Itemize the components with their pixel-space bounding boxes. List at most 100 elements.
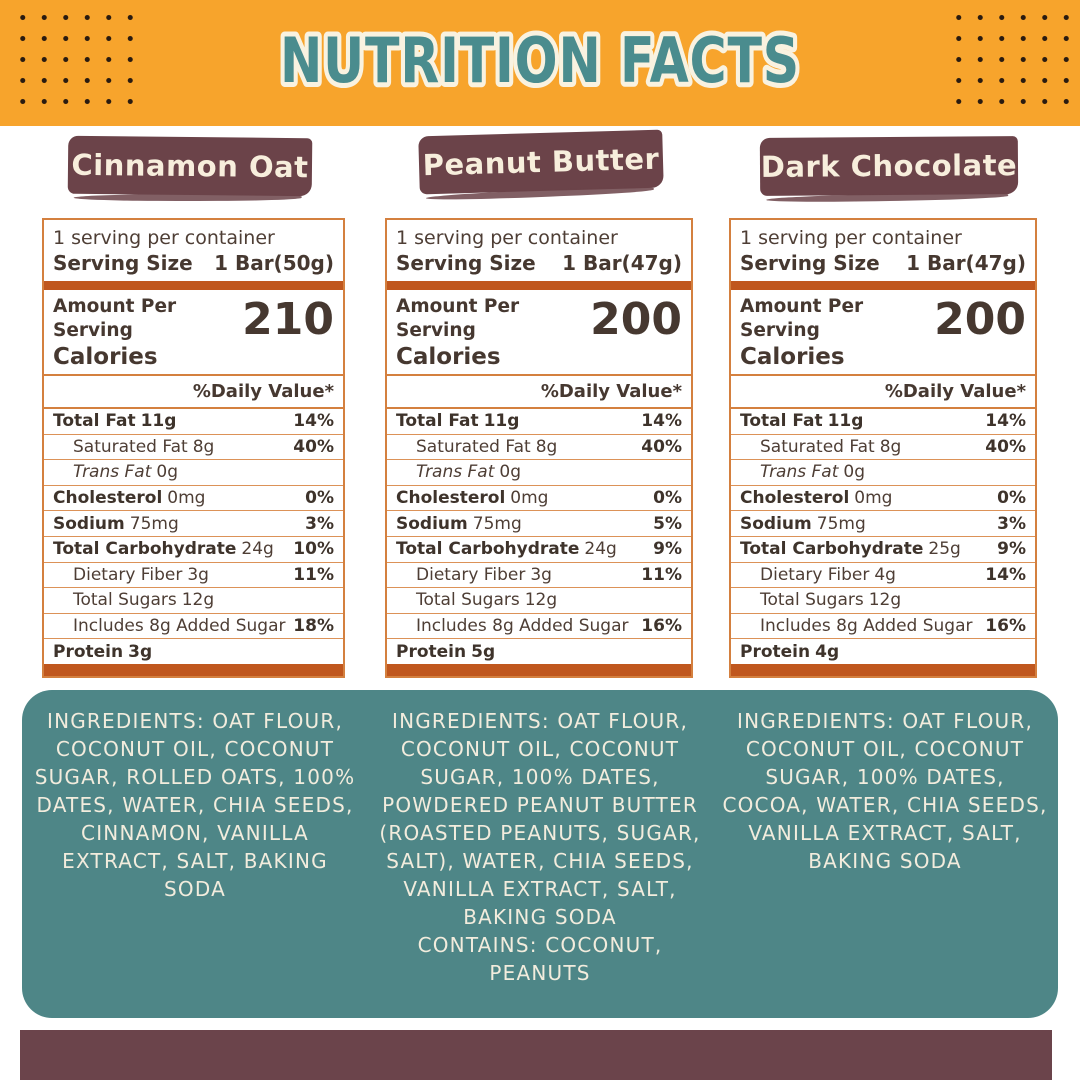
nutrition-row-protein: Protein 3g (53, 641, 153, 662)
header-banner: NUTRITION FACTS (0, 0, 1080, 126)
serving-size-row: Serving Size 1 Bar(47g) (740, 250, 1026, 276)
nutrition-row-saturated-fat: Saturated Fat 8g 40% (731, 435, 1035, 461)
nutrition-label-peanut-butter: 1 serving per container Serving Size 1 B… (385, 218, 693, 678)
ingredients-cinnamon-oat: INGREDIENTS: OAT FLOUR, COCONUT OIL, COC… (30, 707, 360, 903)
calories-label: Calories (53, 344, 158, 370)
flavor-badge-label: Cinnamon Oat (71, 147, 309, 185)
nutrition-row-total-carbohydrate: Total Carbohydrate 24g 9% (387, 537, 691, 563)
nutrition-row-total-fat: Total Fat 11g 14% (44, 409, 343, 435)
nutrition-row-dietary-fiber: Dietary Fiber 4g 14% (731, 563, 1035, 589)
serving-size-label: Serving Size (740, 251, 880, 275)
amount-per-serving-label: Amount Per Serving (396, 296, 520, 341)
nutrition-row-total-fat: Total Fat 11g 14% (387, 409, 691, 435)
serving-info: 1 serving per container Serving Size 1 B… (731, 220, 1035, 281)
serving-size-row: Serving Size 1 Bar(47g) (396, 250, 682, 276)
amount-per-serving-label: Amount Per Serving (53, 296, 177, 341)
contains-note: CONTAINS: COCONUT, PEANUTS (417, 933, 663, 985)
daily-value: 14% (293, 411, 334, 432)
nutrition-label-cinnamon-oat: 1 serving per container Serving Size 1 B… (42, 218, 345, 678)
serving-size-label: Serving Size (396, 251, 536, 275)
daily-value: 14% (641, 411, 682, 432)
nutrition-row-total-sugars: Total Sugars 12g (44, 588, 343, 614)
divider-bar (44, 281, 343, 290)
nutrition-row-protein: Protein 4g (740, 641, 840, 662)
nutrient-rows: Total Fat 11g 14% Saturated Fat 8g 40% Tra… (731, 409, 1035, 664)
daily-value: 0% (997, 488, 1026, 509)
daily-value: 0% (653, 488, 682, 509)
daily-value: 14% (985, 564, 1026, 585)
daily-value: 40% (641, 436, 682, 457)
daily-value-header: %Daily Value* (44, 376, 343, 409)
nutrition-row-trans-fat: Trans Fat 0g (387, 460, 691, 486)
ingredients-dark-chocolate: INGREDIENTS: OAT FLOUR, COCONUT OIL, COC… (720, 707, 1050, 875)
daily-value: 11% (293, 564, 334, 585)
nutrition-row-added-sugar: Includes 8g Added Sugar 18% (44, 614, 343, 640)
daily-value: 14% (985, 411, 1026, 432)
ingredients-text: INGREDIENTS: OAT FLOUR, COCONUT OIL, COC… (34, 709, 356, 901)
nutrition-row-sodium: Sodium 75mg 5% (387, 511, 691, 537)
calories-value: 210 (242, 294, 334, 345)
nutrition-row-dietary-fiber: Dietary Fiber 3g 11% (387, 563, 691, 589)
nutrition-row-cholesterol: Cholesterol 0mg 0% (44, 486, 343, 512)
nutrition-row-added-sugar: Includes 8g Added Sugar 16% (731, 614, 1035, 640)
nutrition-row-trans-fat: Trans Fat 0g (731, 460, 1035, 486)
divider-bar (387, 281, 691, 290)
daily-value: 5% (653, 513, 682, 534)
calories-value: 200 (590, 294, 682, 345)
calories-label: Calories (396, 344, 501, 370)
servings-per-container: 1 serving per container (740, 227, 962, 249)
flavor-badge-label: Peanut Butter (422, 141, 660, 183)
calories-value: 200 (934, 294, 1026, 345)
daily-value: 9% (653, 539, 682, 560)
daily-value: 11% (641, 564, 682, 585)
daily-value: 0% (305, 488, 334, 509)
nutrition-row-total-carbohydrate: Total Carbohydrate 25g 9% (731, 537, 1035, 563)
daily-value: 16% (641, 616, 682, 637)
ingredients-text: INGREDIENTS: OAT FLOUR, COCONUT OIL, COC… (722, 709, 1048, 873)
divider-bar (731, 281, 1035, 290)
nutrition-row-total-sugars: Total Sugars 12g (387, 588, 691, 614)
serving-size-value: 1 Bar(47g) (562, 251, 682, 275)
daily-value-header: %Daily Value* (731, 376, 1035, 409)
daily-value: 9% (997, 539, 1026, 560)
calories-label: Calories (740, 344, 845, 370)
nutrition-row-cholesterol: Cholesterol 0mg 0% (731, 486, 1035, 512)
daily-value: 40% (293, 436, 334, 457)
nutrition-row-total-fat: Total Fat 11g 14% (731, 409, 1035, 435)
nutrition-row-added-sugar: Includes 8g Added Sugar 16% (387, 614, 691, 640)
calories-section: Amount Per Serving Calories 200 (387, 290, 691, 376)
serving-info: 1 serving per container Serving Size 1 B… (44, 220, 343, 281)
daily-value: 18% (293, 616, 334, 637)
nutrition-row-total-carbohydrate: Total Carbohydrate 24g 10% (44, 537, 343, 563)
divider-bar (387, 664, 691, 676)
daily-value: 3% (305, 513, 334, 534)
serving-info: 1 serving per container Serving Size 1 B… (387, 220, 691, 281)
nutrition-row-dietary-fiber: Dietary Fiber 3g 11% (44, 563, 343, 589)
nutrition-row-protein: Protein 5g (396, 641, 496, 662)
nutrition-row-sodium: Sodium 75mg 3% (731, 511, 1035, 537)
calories-section: Amount Per Serving Calories 210 (44, 290, 343, 376)
nutrition-row-saturated-fat: Saturated Fat 8g 40% (387, 435, 691, 461)
footer-bar (20, 1030, 1052, 1080)
daily-value: 16% (985, 616, 1026, 637)
nutrition-row-cholesterol: Cholesterol 0mg 0% (387, 486, 691, 512)
divider-bar (44, 664, 343, 676)
flavor-badge-cinnamon-oat: Cinnamon Oat (67, 135, 313, 197)
ingredients-peanut-butter: INGREDIENTS: OAT FLOUR, COCONUT OIL, COC… (375, 707, 705, 987)
ingredients-text: INGREDIENTS: OAT FLOUR, COCONUT OIL, COC… (379, 709, 701, 929)
serving-size-label: Serving Size (53, 251, 193, 275)
serving-size-row: Serving Size 1 Bar(50g) (53, 250, 334, 276)
dot-pattern-right-icon (946, 5, 1072, 115)
flavor-badge-dark-chocolate: Dark Chocolate (759, 136, 1019, 196)
nutrient-rows: Total Fat 11g 14% Saturated Fat 8g 40% Tra… (387, 409, 691, 664)
nutrition-row-saturated-fat: Saturated Fat 8g 40% (44, 435, 343, 461)
amount-per-serving-label: Amount Per Serving (740, 296, 864, 341)
calories-section: Amount Per Serving Calories 200 (731, 290, 1035, 376)
serving-size-value: 1 Bar(47g) (906, 251, 1026, 275)
daily-value: 10% (293, 539, 334, 560)
flavor-badge-peanut-butter: Peanut Butter (418, 129, 664, 195)
ingredients-panel: INGREDIENTS: OAT FLOUR, COCONUT OIL, COC… (22, 690, 1058, 1018)
nutrition-row-total-sugars: Total Sugars 12g (731, 588, 1035, 614)
nutrition-label-dark-chocolate: 1 serving per container Serving Size 1 B… (729, 218, 1037, 678)
nutrition-row-sodium: Sodium 75mg 3% (44, 511, 343, 537)
